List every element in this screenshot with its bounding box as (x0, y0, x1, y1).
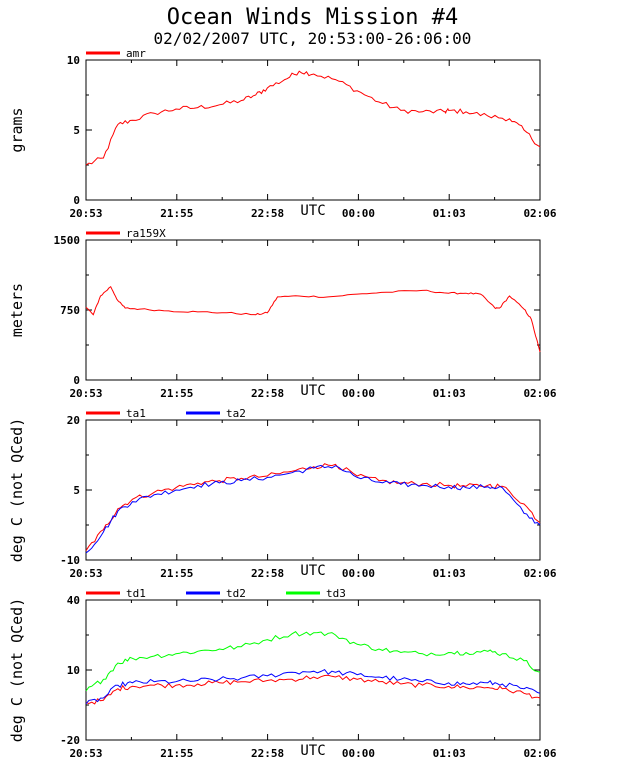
y-tick-label: 5 (73, 484, 80, 497)
x-axis-utc-label: UTC (300, 203, 325, 219)
y-tick-label: 1500 (54, 234, 81, 247)
y-tick-label: 750 (60, 304, 80, 317)
y-tick-label: 20 (67, 414, 80, 427)
series-line-ta1 (85, 463, 541, 551)
y-tick-label: 10 (67, 54, 80, 67)
x-tick-label: 21:55 (160, 207, 193, 220)
series-line-td3 (85, 631, 541, 692)
series-line-td1 (85, 674, 541, 705)
x-tick-label: 20:53 (69, 387, 102, 400)
x-axis-utc-label: UTC (300, 383, 325, 399)
x-tick-label: 01:03 (433, 207, 466, 220)
y-tick-label: 0 (73, 194, 80, 207)
x-tick-label: 00:00 (342, 387, 375, 400)
x-axis-utc-label: UTC (300, 563, 325, 579)
y-tick-label: 40 (67, 594, 80, 607)
x-tick-label: 01:03 (433, 567, 466, 580)
legend-label-ra159X: ra159X (126, 227, 166, 240)
legend-label-td1: td1 (126, 587, 146, 600)
chart-subtitle: 02/02/2007 UTC, 20:53:00-26:06:00 (153, 29, 472, 48)
x-tick-label: 21:55 (160, 387, 193, 400)
plot-frame (85, 599, 541, 741)
x-tick-label: 20:53 (69, 207, 102, 220)
x-tick-label: 20:53 (69, 567, 102, 580)
x-tick-label: 21:55 (160, 567, 193, 580)
legend-label-td3: td3 (326, 587, 346, 600)
x-tick-label: 21:55 (160, 747, 193, 760)
x-tick-label: 02:06 (523, 387, 556, 400)
x-tick-label: 02:06 (523, 207, 556, 220)
series-line-td2 (85, 668, 541, 705)
y-axis-label: meters (8, 283, 26, 337)
x-tick-label: 02:06 (523, 567, 556, 580)
x-tick-label: 22:58 (251, 747, 284, 760)
chart-panel-1: 20:53 21:55 22:58 00:00 01:03 02:06 UTC 0 5 10 gra… (8, 47, 557, 220)
plot-frame (85, 419, 541, 561)
x-tick-label: 20:53 (69, 747, 102, 760)
x-tick-label: 22:58 (251, 387, 284, 400)
plot-frame (85, 239, 541, 381)
chart-panel-4: 20:53 21:55 22:58 00:00 01:03 02:06 UTC -20 10 40… (8, 587, 557, 760)
y-tick-label: 5 (73, 124, 80, 137)
x-tick-label: 02:06 (523, 747, 556, 760)
series-line-ra159X (85, 285, 541, 353)
y-tick-label: 10 (67, 664, 80, 677)
y-axis-label: grams (8, 107, 26, 152)
x-tick-label: 01:03 (433, 747, 466, 760)
legend-label-ta2: ta2 (226, 407, 246, 420)
x-tick-label: 00:00 (342, 207, 375, 220)
x-tick-label: 22:58 (251, 567, 284, 580)
chart-panel-2: 20:53 21:55 22:58 00:00 01:03 02:06 UTC 0 750 150… (8, 227, 557, 400)
y-tick-label: -20 (60, 734, 80, 747)
y-axis-label: deg C (not QCed) (8, 598, 26, 743)
plot-frame (85, 59, 541, 201)
x-tick-label: 01:03 (433, 387, 466, 400)
x-axis-utc-label: UTC (300, 743, 325, 759)
x-tick-label: 00:00 (342, 747, 375, 760)
x-tick-label: 00:00 (342, 567, 375, 580)
x-tick-label: 22:58 (251, 207, 284, 220)
chart-title: Ocean Winds Mission #4 (166, 5, 459, 30)
series-line-ta2 (85, 464, 541, 554)
legend-label-amr: amr (126, 47, 146, 60)
y-tick-label: -10 (60, 554, 80, 567)
y-axis-label: deg C (not QCed) (8, 418, 26, 563)
legend-label-td2: td2 (226, 587, 246, 600)
series-line-amr (85, 70, 541, 166)
legend-label-ta1: ta1 (126, 407, 146, 420)
y-tick-label: 0 (73, 374, 80, 387)
chart-panel-3: 20:53 21:55 22:58 00:00 01:03 02:06 UTC -10 5 20 d… (8, 407, 557, 580)
